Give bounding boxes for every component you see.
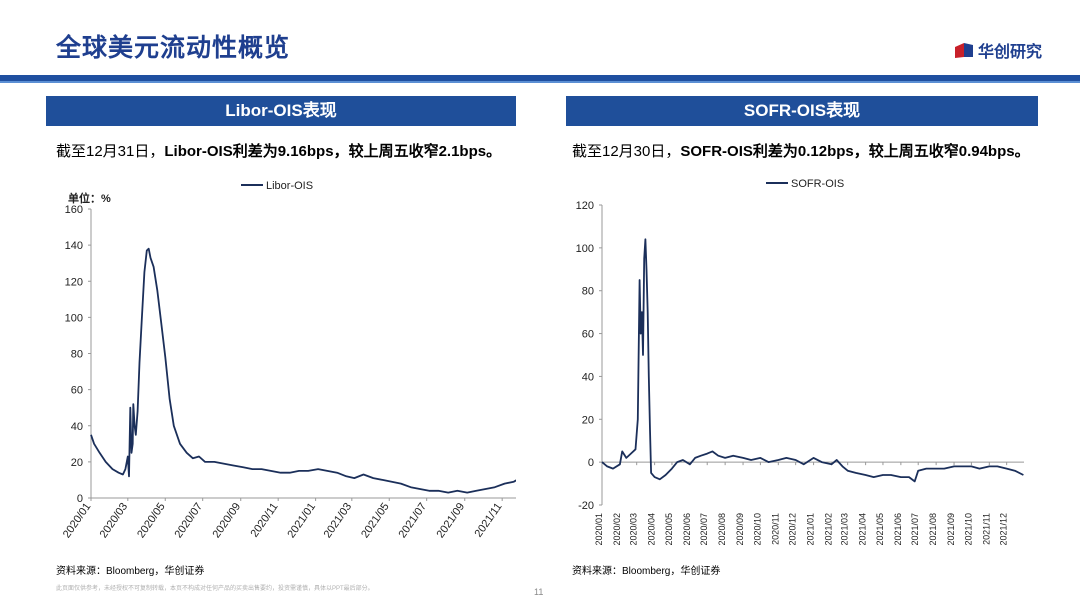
x-tick-label: 2021/05 (875, 513, 885, 546)
x-tick-label: 2021/12 (999, 513, 1009, 546)
y-tick-label: 20 (582, 414, 594, 426)
x-tick-label: 2020/11 (770, 513, 780, 545)
page-title: 全球美元流动性概览 (56, 34, 291, 62)
x-tick-label: 2020/07 (173, 501, 206, 540)
x-tick-label: 2021/07 (910, 513, 920, 546)
y-tick-label: 0 (77, 493, 83, 505)
y-tick-label: 40 (71, 421, 83, 433)
x-tick-label: 2020/09 (211, 501, 244, 540)
unit-label: 单位：% (68, 191, 111, 205)
y-tick-label: 80 (582, 286, 594, 298)
x-tick-label: 2021/01 (285, 501, 318, 540)
right-panel-header: SOFR-OIS表现 (566, 96, 1038, 126)
right-summary-prefix: 截至12月30日， (572, 143, 681, 160)
y-tick-label: 80 (71, 349, 83, 361)
y-tick-label: -20 (578, 500, 594, 512)
sofr-ois-chart: -20 0 20 40 60 80 100 120 2020/01 2020/02 2020/03 2… (576, 178, 1024, 546)
legend: Libor-OIS (241, 180, 313, 192)
x-tick-label: 2020/01 (61, 501, 94, 540)
x-tick-label: 2021/06 (893, 513, 903, 546)
y-tick-label: 60 (582, 329, 594, 341)
x-tick-label: 2020/08 (717, 513, 727, 546)
left-summary: 截至12月31日，Libor-OIS利差为9.16bps，较上周五收窄2.1bp… (56, 140, 501, 161)
x-tick-label: 2020/05 (664, 513, 674, 546)
left-summary-prefix: 截至12月31日， (56, 143, 165, 160)
legend: SOFR-OIS (766, 178, 844, 190)
x-tick-label: 2020/12 (788, 513, 798, 546)
x-tick-label: 2020/07 (699, 513, 709, 546)
x-tick-label: 2020/04 (647, 513, 657, 546)
disclaimer-footnote: 此页面仅供参考，未经授权不可复制转载，本页不构成对任何产品的买卖出售要约，投资需… (56, 586, 374, 592)
x-tick-label: 2020/06 (682, 513, 692, 546)
header-divider (0, 75, 1080, 83)
x-tick-label: 2020/03 (629, 513, 639, 546)
x-tick-label: 2020/09 (735, 513, 745, 546)
series-line-libor-ois (90, 247, 516, 494)
y-tick-label: 140 (65, 240, 83, 252)
y-tick-label: 40 (582, 371, 594, 383)
x-tick-label: 2020/10 (752, 513, 762, 546)
x-tick-label: 2021/05 (359, 501, 392, 540)
y-tick-label: 0 (588, 457, 594, 469)
x-tick-label: 2020/01 (594, 513, 604, 546)
legend-label: Libor-OIS (266, 180, 313, 192)
x-tick-label: 2021/03 (322, 501, 355, 540)
x-tick-label: 2021/04 (858, 513, 868, 546)
y-tick-label: 100 (65, 312, 83, 324)
x-tick-label: 2021/01 (806, 513, 816, 546)
right-summary-value: SOFR-OIS利差为0.12bps，较上周五收窄0.94bps。 (680, 143, 1030, 160)
logo-icon (954, 43, 973, 58)
legend-label: SOFR-OIS (791, 178, 844, 190)
x-tick-label: 2020/02 (612, 513, 622, 546)
logo-text: 华创研究 (977, 44, 1042, 61)
x-tick-label: 2021/09 (435, 501, 468, 540)
x-tick-label: 2021/08 (928, 513, 938, 546)
x-tick-label: 2021/09 (946, 513, 956, 546)
page-number: 11 (534, 587, 544, 597)
y-tick-label: 60 (71, 385, 83, 397)
y-tick-label: 20 (71, 457, 83, 469)
y-tick-label: 120 (576, 200, 594, 212)
series-line-sofr-ois (601, 238, 1024, 483)
x-tick-label: 2021/10 (963, 513, 973, 546)
x-tick-label: 2021/11 (472, 501, 504, 540)
logo: 华创研究 (954, 38, 1042, 62)
x-tick-label: 2021/03 (840, 513, 850, 546)
x-tick-label: 2021/02 (823, 513, 833, 546)
left-source: 资料来源：Bloomberg，华创证券 (56, 566, 205, 577)
right-source: 资料来源：Bloomberg，华创证券 (572, 566, 721, 577)
x-tick-label: 2020/03 (98, 501, 131, 540)
right-summary: 截至12月30日，SOFR-OIS利差为0.12bps，较上周五收窄0.94bp… (572, 140, 1030, 161)
y-tick-label: 120 (65, 276, 83, 288)
x-tick-label: 2021/11 (981, 513, 991, 545)
x-tick-label: 2020/05 (135, 501, 168, 540)
y-tick-label: 100 (576, 243, 594, 255)
left-panel-header: Libor-OIS表现 (46, 96, 516, 126)
left-summary-value: Libor-OIS利差为9.16bps，较上周五收窄2.1bps。 (164, 143, 502, 160)
x-tick-label: 2020/11 (248, 501, 280, 540)
y-tick-label: 160 (65, 204, 83, 216)
x-tick-label: 2021/07 (397, 501, 430, 540)
